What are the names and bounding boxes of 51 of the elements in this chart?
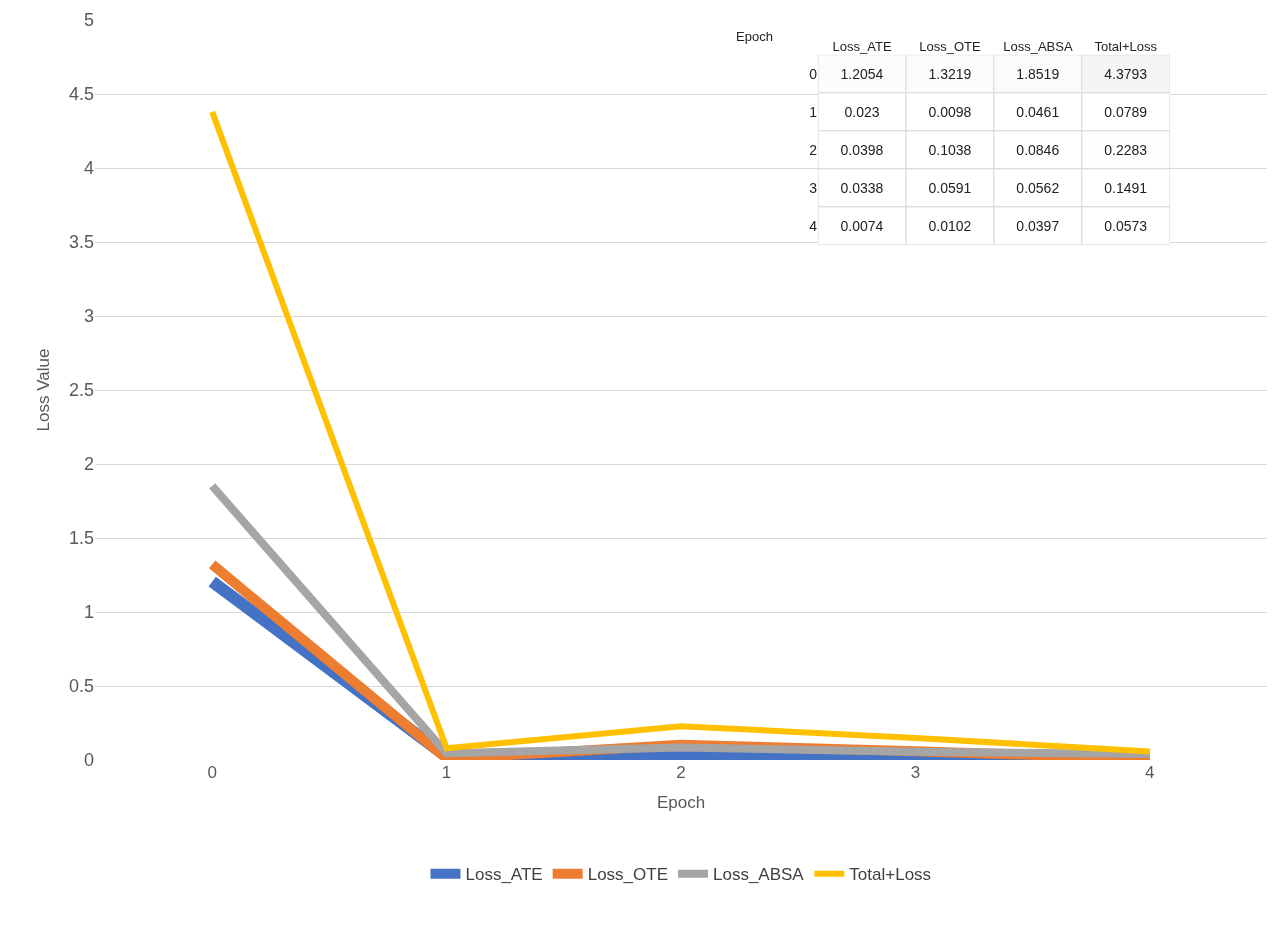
y-tick-label: 0.5 (68, 676, 94, 697)
legend-label: Loss_ATE (465, 865, 543, 885)
y-tick-label: 2 (83, 454, 94, 475)
y-tick-label: 5 (83, 10, 94, 31)
data-label: 0.0102 (928, 217, 972, 234)
x-tick-label: 1 (441, 763, 452, 782)
data-label: 0.1491 (1104, 179, 1148, 196)
y-tick-label: 1 (83, 602, 94, 623)
data-label: 1.2054 (840, 65, 884, 82)
y-tick-label: 4 (809, 217, 818, 234)
x-tick-label: Loss_OTE (919, 39, 982, 55)
y-tick-label: 2.5 (68, 380, 94, 401)
data-label: 0.0562 (1016, 179, 1060, 196)
data-label: 0.0098 (928, 103, 972, 120)
x-tick-label: 2 (676, 763, 686, 782)
y-tick-label: 3.5 (68, 232, 94, 253)
data-label: 4.3793 (1104, 65, 1148, 82)
legend-label: Loss_OTE (587, 865, 668, 885)
x-tick-label: Loss_ATE (832, 39, 892, 55)
legend-label: Total+Loss (849, 865, 932, 885)
x-tick-label: 3 (910, 763, 921, 782)
y-axis-title: Epoch (736, 29, 773, 44)
data-label: 0.1038 (928, 141, 972, 158)
data-label: 0.0338 (840, 179, 884, 196)
y-tick-label: 1 (809, 103, 818, 120)
x-axis-title: Epoch (656, 793, 706, 813)
y-tick-label: 4 (83, 158, 94, 179)
data-label: 0.0397 (1016, 217, 1060, 234)
x-tick-label: Total+Loss (1094, 39, 1158, 55)
data-label: 0.0461 (1016, 103, 1060, 120)
x-tick-label: 4 (1145, 763, 1155, 782)
data-label: 0.2283 (1104, 141, 1148, 158)
y-tick-label: 3 (83, 306, 94, 327)
y-tick-label: 2 (809, 141, 818, 158)
data-label: 1.3219 (928, 65, 972, 82)
x-tick-label: Loss_ABSA (1003, 39, 1073, 55)
legend-label: Loss_ABSA (712, 865, 805, 885)
y-tick-label: 0 (809, 65, 818, 82)
y-axis-title: Loss Value (33, 348, 53, 432)
y-tick-label: 3 (809, 179, 818, 196)
data-label: 0.023 (844, 103, 880, 120)
data-label: 0.0789 (1104, 103, 1148, 120)
data-label: 0.0846 (1016, 141, 1060, 158)
y-tick-label: 4.5 (68, 84, 94, 105)
y-tick-label: 1.5 (68, 528, 94, 549)
data-label: 0.0573 (1104, 217, 1148, 234)
data-label: 0.0591 (928, 179, 972, 196)
x-tick-label: 0 (207, 763, 217, 782)
data-label: 1.8519 (1016, 65, 1060, 82)
data-label: 0.0074 (840, 217, 884, 234)
data-label: 0.0398 (840, 141, 884, 158)
